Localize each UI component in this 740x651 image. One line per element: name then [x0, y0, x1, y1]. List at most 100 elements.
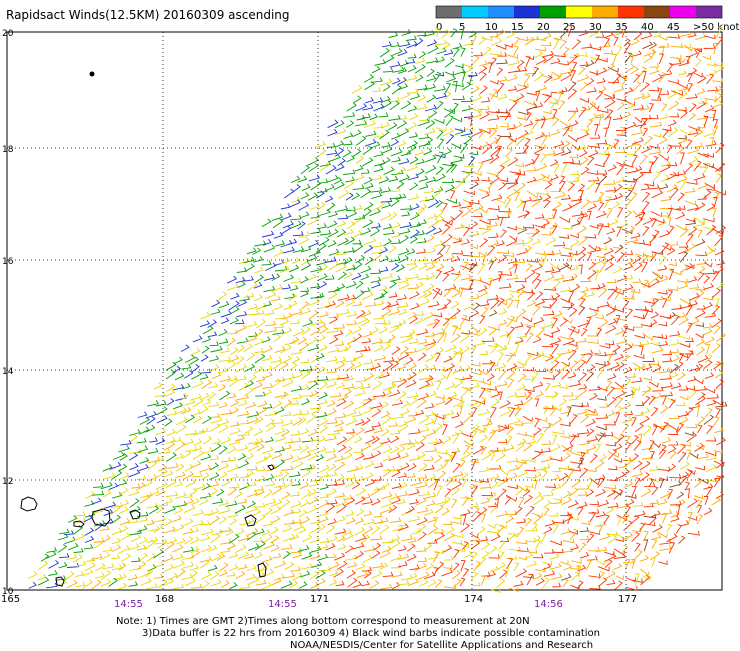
wind-barb: [648, 395, 656, 405]
wind-barb: [615, 575, 625, 581]
wind-barb: [606, 386, 616, 397]
wind-barb: [435, 56, 445, 63]
wind-barb: [498, 319, 508, 326]
wind-barb: [130, 434, 139, 442]
wind-barb: [670, 515, 680, 523]
wind-barb: [561, 361, 571, 367]
wind-barb: [370, 141, 381, 149]
wind-barb: [666, 183, 678, 193]
wind-barb: [397, 166, 406, 174]
wind-barb: [149, 437, 158, 443]
wind-barb: [562, 442, 574, 452]
wind-barb: [144, 479, 153, 488]
wind-barb: [567, 110, 577, 122]
wind-barb: [154, 573, 164, 579]
wind-barb: [551, 267, 561, 274]
wind-barb: [491, 37, 503, 47]
wind-barb: [354, 165, 364, 172]
wind-barb: [217, 507, 231, 515]
wind-barb: [670, 500, 682, 506]
wind-barb: [479, 219, 491, 225]
wind-barb: [551, 225, 558, 235]
wind-barb: [613, 443, 623, 452]
wind-barb: [571, 144, 581, 151]
wind-barb: [396, 120, 408, 129]
wind-barb: [147, 447, 159, 454]
wind-barb: [659, 421, 670, 428]
wind-barb: [73, 511, 86, 517]
wind-barb: [471, 34, 478, 46]
wind-barb: [588, 307, 599, 312]
wind-barb: [398, 351, 410, 361]
wind-barb: [668, 127, 679, 137]
wind-barb: [236, 444, 249, 452]
wind-barb: [91, 553, 103, 560]
wind-barb: [118, 445, 130, 453]
wind-barb: [298, 202, 310, 211]
wind-barb: [678, 385, 689, 391]
wind-barb: [667, 488, 674, 500]
wind-barb: [666, 533, 678, 543]
wind-barb: [541, 342, 554, 348]
wind-barb: [397, 114, 408, 121]
wind-barb: [425, 562, 434, 571]
wind-barb: [589, 392, 598, 401]
wind-barb: [496, 249, 510, 255]
wind-barb: [704, 354, 713, 364]
wind-barb: [614, 353, 624, 361]
wind-barb: [625, 236, 638, 244]
wind-barb: [562, 337, 575, 346]
wind-barb: [576, 408, 588, 415]
wind-barb: [417, 462, 428, 473]
wind-barb: [498, 208, 511, 213]
wind-barb: [371, 562, 384, 569]
wind-barb: [486, 294, 499, 301]
wind-barb: [334, 419, 345, 427]
wind-barb: [211, 443, 222, 453]
wind-barb: [453, 68, 466, 76]
wind-barb: [594, 256, 607, 265]
wind-barb: [495, 109, 508, 114]
wind-barb: [495, 199, 506, 205]
wind-barb: [180, 393, 189, 401]
wind-barb: [373, 123, 384, 129]
wind-barb: [621, 75, 628, 86]
wind-barb: [382, 455, 392, 462]
wind-barb: [522, 196, 533, 203]
wind-barb: [309, 524, 321, 534]
wind-barb: [452, 237, 462, 244]
wind-barb: [711, 343, 721, 354]
wind-barb: [379, 157, 391, 167]
wind-barb: [289, 215, 302, 221]
wind-barb: [705, 437, 717, 442]
wind-barb: [261, 581, 272, 590]
wind-barb: [391, 84, 402, 95]
wind-barb: [559, 216, 571, 223]
wind-barb: [398, 158, 410, 165]
wind-barb: [533, 381, 544, 389]
wind-barb: [471, 94, 483, 103]
wind-barb: [59, 528, 70, 535]
wind-barb: [418, 291, 428, 299]
wind-barb: [243, 292, 255, 298]
wind-barb: [256, 406, 267, 416]
wind-barb: [424, 571, 436, 580]
wind-barb: [580, 199, 591, 210]
wind-barb: [397, 193, 407, 200]
wind-barb: [254, 540, 266, 551]
wind-barb: [667, 397, 676, 403]
wind-barb: [542, 92, 552, 98]
wind-barb: [301, 469, 312, 478]
wind-barb: [540, 74, 553, 80]
wind-barb: [486, 171, 499, 177]
wind-barb: [189, 393, 202, 401]
wind-barb: [694, 378, 704, 385]
wind-barb: [265, 464, 277, 472]
wind-barb: [344, 236, 356, 246]
wind-barb: [273, 231, 284, 239]
wind-barb: [711, 304, 721, 316]
wind-barb: [488, 221, 498, 228]
wind-barb: [648, 148, 662, 155]
wind-barb: [643, 279, 650, 289]
wind-barb: [199, 492, 212, 499]
